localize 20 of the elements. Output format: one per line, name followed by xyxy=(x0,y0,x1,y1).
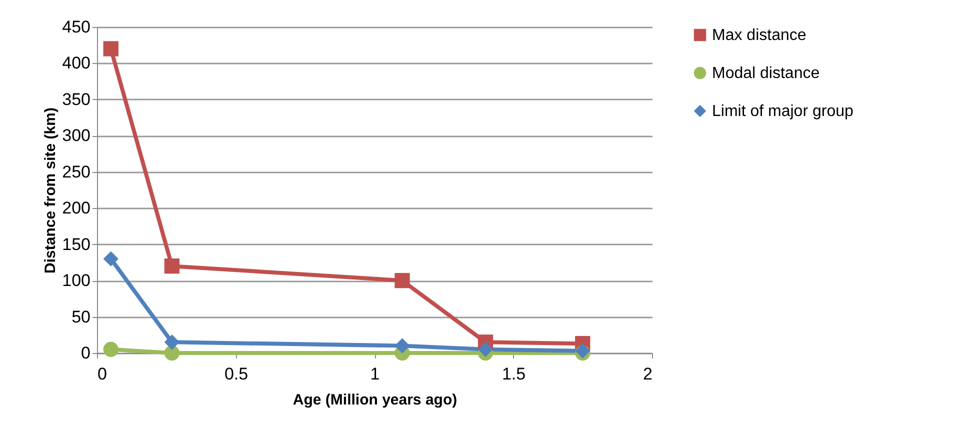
y-tick-label: 50 xyxy=(72,307,90,326)
y-tick-label: 250 xyxy=(62,162,90,182)
y-tick-label: 350 xyxy=(62,90,90,109)
x-tick-label: 0 xyxy=(98,364,107,384)
legend-label: Limit of major group xyxy=(712,103,854,120)
legend-label: Modal distance xyxy=(712,65,820,82)
x-axis-title: Age (Million years ago) xyxy=(292,392,458,408)
legend-label: Max distance xyxy=(712,27,806,44)
x-tick-label: 0.5 xyxy=(224,364,248,384)
y-tick-label: 100 xyxy=(62,271,90,290)
y-axis-title: Distance from site (km) xyxy=(42,108,60,274)
y-tick-label: 450 xyxy=(62,18,90,36)
y-tick-label: 150 xyxy=(62,234,90,254)
x-tick-label: 2 xyxy=(643,364,652,384)
y-tick-label: 300 xyxy=(62,126,90,146)
x-tick-label: 1 xyxy=(370,364,380,384)
y-tick-label: 400 xyxy=(62,54,90,73)
y-tick-label: 0 xyxy=(81,344,90,362)
x-tick-label: 1.5 xyxy=(502,364,526,384)
y-tick-label: 200 xyxy=(62,198,90,218)
